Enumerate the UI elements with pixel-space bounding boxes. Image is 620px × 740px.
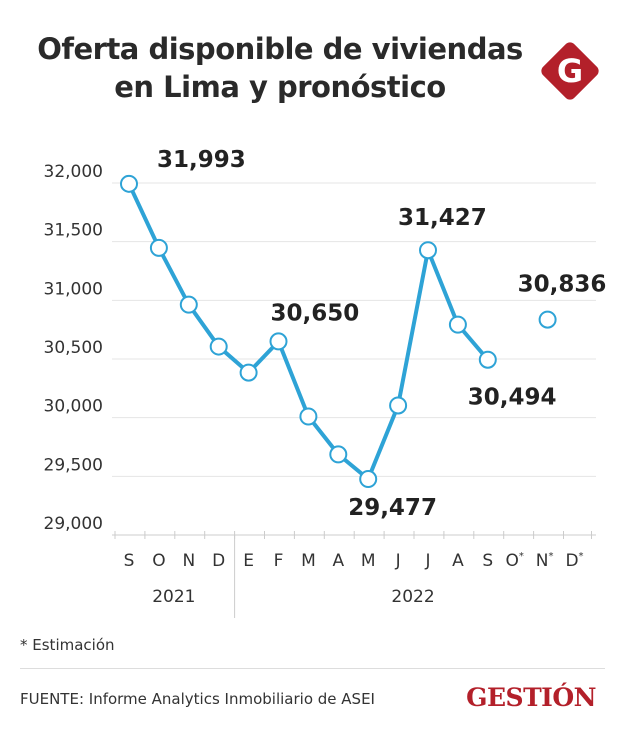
data-point [269, 332, 288, 351]
x-tick-label: O* [506, 551, 524, 571]
chart-title: Oferta disponible de viviendas en Lima y… [37, 32, 523, 104]
svg-text:G: G [557, 52, 583, 90]
x-tick-label: D* [565, 551, 583, 571]
data-point [299, 407, 318, 426]
x-tick-label: S [482, 551, 493, 571]
x-tick-label: A [452, 551, 464, 571]
x-tick-label: F [274, 551, 284, 571]
x-tick-label: A [332, 551, 344, 571]
data-point [448, 315, 467, 334]
y-tick-label: 29,000 [44, 514, 103, 534]
y-tick-label: 30,500 [44, 338, 103, 358]
data-point [149, 238, 168, 257]
x-tick-label: M [361, 551, 376, 571]
data-point [209, 337, 228, 356]
y-tick-label: 31,000 [44, 279, 103, 299]
footnote: * Estimación [20, 636, 115, 654]
data-point [389, 396, 408, 415]
data-label: 29,477 [348, 495, 437, 521]
source-text: FUENTE: Informe Analytics Inmobiliario d… [20, 690, 375, 708]
data-point [359, 470, 378, 489]
x-tick-label: J [424, 551, 430, 571]
y-tick-label: 31,500 [44, 221, 103, 241]
x-tick-label: N [182, 551, 195, 571]
data-point [179, 295, 198, 314]
x-tick-label: E [243, 551, 254, 571]
data-point [419, 241, 437, 260]
year-label: 2022 [391, 587, 434, 607]
y-tick-label: 29,500 [44, 455, 103, 475]
x-tick-label: M [301, 551, 316, 571]
year-label: 2021 [152, 587, 195, 607]
gestion-logo-icon: G [541, 42, 599, 100]
data-point [239, 363, 258, 382]
data-label: 31,993 [157, 147, 246, 173]
y-tick-label: 30,000 [44, 397, 103, 417]
data-point [329, 445, 348, 464]
data-label: 30,650 [271, 300, 360, 326]
y-tick-label: 32,000 [44, 162, 103, 182]
divider [20, 668, 605, 669]
x-tick-label: O [152, 551, 165, 571]
data-label: 30,494 [468, 385, 557, 411]
data-label: 31,427 [398, 205, 487, 231]
line-chart: 29,000 29,500 30,000 30,500 31,000 31,500 32,0… [44, 147, 607, 618]
x-tick-label: S [124, 551, 135, 571]
data-point [120, 174, 138, 193]
x-tick-label: N* [536, 551, 554, 571]
x-tick-label: D [212, 551, 225, 571]
data-point [538, 310, 557, 329]
x-tick-label: J [395, 551, 401, 571]
data-label: 30,836 [518, 272, 607, 298]
brand-wordmark: GESTIÓN [466, 683, 596, 712]
data-point [478, 350, 497, 369]
